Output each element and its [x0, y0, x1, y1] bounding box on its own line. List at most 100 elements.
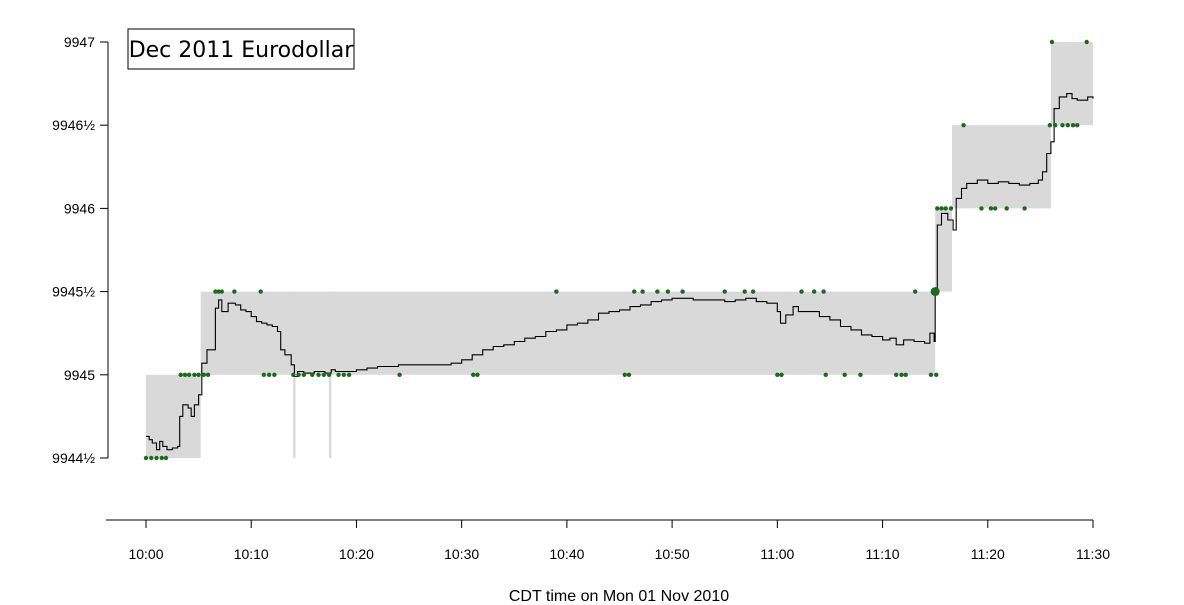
trade-marker	[1070, 123, 1076, 128]
trade-marker	[632, 289, 637, 294]
y-tick-label: 9945½	[52, 284, 95, 300]
trade-marker	[626, 372, 632, 377]
trade-marker	[213, 289, 218, 294]
trade-marker	[310, 372, 315, 377]
x-tick-label: 10:40	[549, 546, 584, 562]
price-series	[146, 93, 1094, 451]
trade-marker	[346, 372, 352, 377]
trade-marker	[928, 372, 934, 377]
trade-marker	[261, 372, 267, 377]
trade-marker	[722, 289, 727, 294]
trade-marker	[186, 372, 192, 377]
y-tick-label: 9946	[64, 200, 95, 216]
trade-marker	[475, 372, 480, 377]
trade-marker	[1047, 123, 1053, 128]
trade-marker	[655, 289, 660, 294]
trade-marker	[899, 372, 904, 377]
trade-marker	[154, 455, 159, 461]
trade-marker	[894, 372, 899, 377]
trade-marker	[680, 289, 685, 294]
trade-marker	[159, 455, 164, 461]
y-tick-label: 9945	[64, 367, 95, 383]
trade-marker	[665, 289, 671, 294]
trade-marker	[912, 289, 918, 294]
trade-marker	[948, 206, 954, 211]
x-axis-label: CDT time on Mon 01 Nov 2010	[509, 588, 729, 605]
y-tick-label: 9946½	[52, 117, 95, 133]
trade-marker	[939, 206, 944, 211]
trade-marker	[316, 372, 321, 377]
trade-marker	[779, 372, 784, 377]
trade-markers	[143, 39, 1089, 461]
trade-marker	[272, 372, 277, 377]
trade-marker	[143, 455, 149, 461]
trade-marker	[622, 372, 627, 377]
trade-marker	[341, 372, 347, 377]
trade-marker	[182, 372, 188, 377]
trade-marker	[266, 372, 272, 377]
x-tick-label: 10:30	[444, 546, 479, 562]
price-band	[952, 125, 1051, 209]
trade-marker	[979, 206, 984, 211]
trade-marker	[988, 206, 994, 211]
y-axis: 9944½ 9945 9945½ 9946 9946½ 9947	[52, 34, 109, 466]
x-tick-label: 11:30	[1076, 546, 1110, 562]
price-band	[200, 291, 936, 375]
price-bands	[146, 42, 1093, 458]
x-tick-label: 11:10	[866, 546, 900, 562]
trade-marker	[336, 372, 341, 377]
trade-marker	[192, 372, 197, 377]
trade-marker	[1084, 39, 1089, 45]
trade-marker	[149, 455, 154, 461]
trade-marker	[205, 372, 211, 377]
trade-marker	[219, 289, 224, 294]
trade-marker	[842, 372, 847, 377]
trade-marker	[1049, 39, 1055, 45]
trade-marker	[858, 372, 863, 377]
x-tick-label: 11:20	[971, 546, 1005, 562]
trade-marker	[935, 206, 940, 211]
x-tick-label: 10:50	[655, 546, 690, 562]
trade-marker	[1075, 123, 1080, 128]
trade-marker	[201, 372, 207, 377]
chart-title-box: Dec 2011 Eurodollar	[127, 28, 355, 70]
trade-marker	[934, 372, 939, 377]
trade-marker	[775, 372, 780, 377]
trade-marker	[903, 372, 908, 377]
trade-marker	[296, 372, 301, 377]
highlight-marker	[930, 287, 940, 297]
trade-marker	[640, 289, 645, 294]
y-tick-label: 9944½	[52, 450, 95, 466]
trade-marker	[258, 289, 263, 294]
trade-marker	[1022, 206, 1027, 211]
trade-marker	[742, 289, 747, 294]
trade-marker	[554, 289, 559, 294]
trade-marker	[326, 372, 332, 377]
trade-marker	[1060, 123, 1065, 128]
price-band	[935, 208, 953, 292]
trade-marker	[823, 372, 828, 377]
price-line	[146, 93, 1094, 451]
trade-marker	[216, 289, 221, 294]
y-tick-label: 9947	[64, 34, 95, 50]
x-tick-label: 10:10	[234, 546, 269, 562]
x-tick-label: 11:00	[760, 546, 794, 562]
trade-marker	[397, 372, 402, 377]
x-tick-label: 10:20	[339, 546, 374, 562]
trade-marker	[811, 289, 817, 294]
chart-title: Dec 2011 Eurodollar	[129, 38, 355, 63]
trade-marker	[163, 455, 169, 461]
trade-marker	[301, 372, 307, 377]
trade-marker	[799, 289, 804, 294]
trade-marker	[291, 372, 296, 377]
trade-marker	[1065, 123, 1070, 128]
trade-marker	[1004, 206, 1009, 211]
price-band	[1050, 42, 1093, 126]
trade-marker	[821, 289, 826, 294]
trade-marker	[992, 206, 998, 211]
trade-marker	[196, 372, 201, 377]
trade-marker	[1052, 123, 1058, 128]
trade-marker	[321, 372, 327, 377]
trade-marker	[178, 372, 183, 377]
